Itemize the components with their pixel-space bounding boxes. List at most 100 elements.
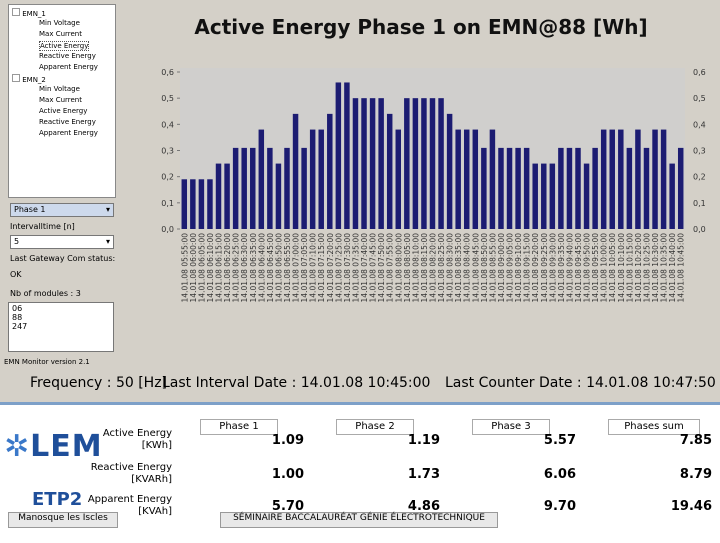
- x-tick-label: 14.01.08 07:05:00: [300, 233, 309, 303]
- bar: [592, 147, 598, 229]
- bar: [549, 163, 556, 229]
- x-tick-label: 14.01.08 10:35:00: [660, 233, 669, 303]
- tree-item[interactable]: Active Energy: [39, 107, 88, 115]
- x-tick-label: 14.01.08 09:00:00: [497, 233, 506, 303]
- column-header: Phase 3: [472, 419, 550, 435]
- chart-title: Active Energy Phase 1 on EMN@88 [Wh]: [194, 15, 647, 39]
- x-tick-label: 14.01.08 07:10:00: [309, 233, 318, 303]
- x-tick-label: 14.01.08 06:15:00: [215, 233, 224, 303]
- phase-dropdown[interactable]: Phase 1 ▾: [10, 203, 114, 217]
- bar: [190, 179, 196, 229]
- logo: ✲LEM: [4, 429, 103, 464]
- row-label: Reactive Energy: [90, 462, 172, 473]
- bar: [677, 147, 684, 229]
- label: Last Gateway Com status:: [10, 254, 116, 263]
- tree-node[interactable]: EMN_1: [12, 8, 46, 18]
- tree-item[interactable]: Apparent Energy: [39, 63, 98, 71]
- bar: [643, 147, 650, 229]
- logo: ETP2: [32, 489, 83, 510]
- bar: [660, 129, 667, 229]
- x-tick-label: 14.01.08 09:10:00: [514, 233, 523, 303]
- bar: [207, 179, 213, 229]
- bar: [446, 113, 453, 229]
- row-unit: [KWh]: [141, 440, 172, 451]
- bar: [472, 129, 479, 229]
- list-item[interactable]: 88: [12, 313, 23, 322]
- bar: [361, 98, 367, 230]
- footer-center: SÉMINAIRE BACCALAURÉAT GÉNIE ÉLECTROTECH…: [220, 512, 498, 528]
- bar: [600, 129, 607, 229]
- bar: [583, 163, 590, 229]
- x-tick-label: 14.01.08 07:20:00: [326, 233, 335, 303]
- x-tick-label: 14.01.08 10:40:00: [668, 233, 677, 303]
- bar: [429, 98, 436, 230]
- cell-value: 1.19: [407, 433, 440, 448]
- x-tick-label: 14.01.08 06:55:00: [283, 233, 292, 303]
- x-tick-label: 14.01.08 07:40:00: [360, 233, 369, 303]
- tree-node[interactable]: EMN_2: [12, 74, 46, 84]
- tree-item[interactable]: Active Energy: [39, 41, 90, 51]
- logo-text: LEM: [30, 429, 103, 464]
- interval-dropdown[interactable]: 5 ▾: [10, 235, 114, 249]
- x-tick-label: 14.01.08 09:35:00: [557, 233, 566, 303]
- x-tick-label: 14.01.08 06:30:00: [240, 233, 249, 303]
- bar: [532, 163, 538, 229]
- bar: [652, 129, 658, 229]
- bar: [352, 98, 359, 230]
- x-tick-label: 14.01.08 07:30:00: [343, 233, 352, 303]
- x-tick-label: 14.01.08 08:20:00: [429, 233, 438, 303]
- x-tick-label: 14.01.08 10:20:00: [634, 233, 643, 303]
- list-item[interactable]: 06: [12, 304, 23, 313]
- bar: [335, 82, 342, 229]
- bar: [618, 129, 624, 229]
- tree-item[interactable]: Min Voltage: [39, 85, 80, 93]
- cell-value: 5.70: [271, 499, 304, 514]
- tree-item[interactable]: Reactive Energy: [39, 52, 96, 60]
- list-item[interactable]: 247: [12, 322, 28, 331]
- y2-tick-label: 0,0: [693, 225, 706, 234]
- y-tick-label: 0,1: [161, 199, 174, 208]
- y-tick-label: 0,2: [161, 173, 174, 182]
- x-tick-label: 14.01.08 09:55:00: [591, 233, 600, 303]
- bar: [258, 129, 265, 229]
- x-tick-label: 14.01.08 06:20:00: [223, 233, 232, 303]
- bar: [438, 98, 444, 230]
- bar: [284, 147, 290, 229]
- x-tick-label: 14.01.08 08:00:00: [394, 233, 403, 303]
- bar: [575, 147, 581, 229]
- tree-item[interactable]: Max Current: [39, 30, 82, 38]
- tree-item[interactable]: Reactive Energy: [39, 118, 96, 126]
- bar: [463, 129, 470, 229]
- bar: [609, 129, 615, 229]
- x-tick-label: 14.01.08 10:30:00: [651, 233, 660, 303]
- row-unit: [KVAh]: [138, 506, 172, 517]
- x-tick-label: 14.01.08 06:05:00: [197, 233, 206, 303]
- x-tick-label: 14.01.08 09:45:00: [574, 233, 583, 303]
- tree-item[interactable]: Max Current: [39, 96, 82, 104]
- tree-item[interactable]: Apparent Energy: [39, 129, 98, 137]
- frequency: Frequency : 50 [Hz]: [30, 375, 168, 391]
- bar: [224, 163, 230, 229]
- column-header: Phase 2: [336, 419, 414, 435]
- cell-value: 1.73: [407, 467, 440, 482]
- cell-value: 1.09: [271, 433, 304, 448]
- bar: [489, 129, 496, 229]
- x-tick-label: 14.01.08 06:00:00: [189, 233, 198, 303]
- tree-item[interactable]: Min Voltage: [39, 19, 80, 27]
- bar: [626, 147, 633, 229]
- modules-list[interactable]: 06 88 247: [8, 302, 114, 352]
- x-tick-label: 14.01.08 10:10:00: [617, 233, 626, 303]
- x-tick-label: 14.01.08 09:15:00: [523, 233, 532, 303]
- x-tick-label: 14.01.08 06:25:00: [232, 233, 241, 303]
- bar: [455, 129, 461, 229]
- x-tick-label: 14.01.08 07:50:00: [377, 233, 386, 303]
- y-tick-label: 0,3: [161, 147, 174, 156]
- x-tick-label: 14.01.08 10:25:00: [642, 233, 651, 303]
- x-tick-label: 14.01.08 07:35:00: [351, 233, 360, 303]
- bar: [318, 129, 324, 229]
- bar: [275, 163, 282, 229]
- bar: [327, 113, 333, 229]
- x-tick-label: 14.01.08 10:15:00: [625, 233, 634, 303]
- x-tick-label: 14.01.08 08:30:00: [446, 233, 455, 303]
- chart: Active Energy Phase 1 on EMN@88 [Wh] 0,0…: [161, 15, 706, 303]
